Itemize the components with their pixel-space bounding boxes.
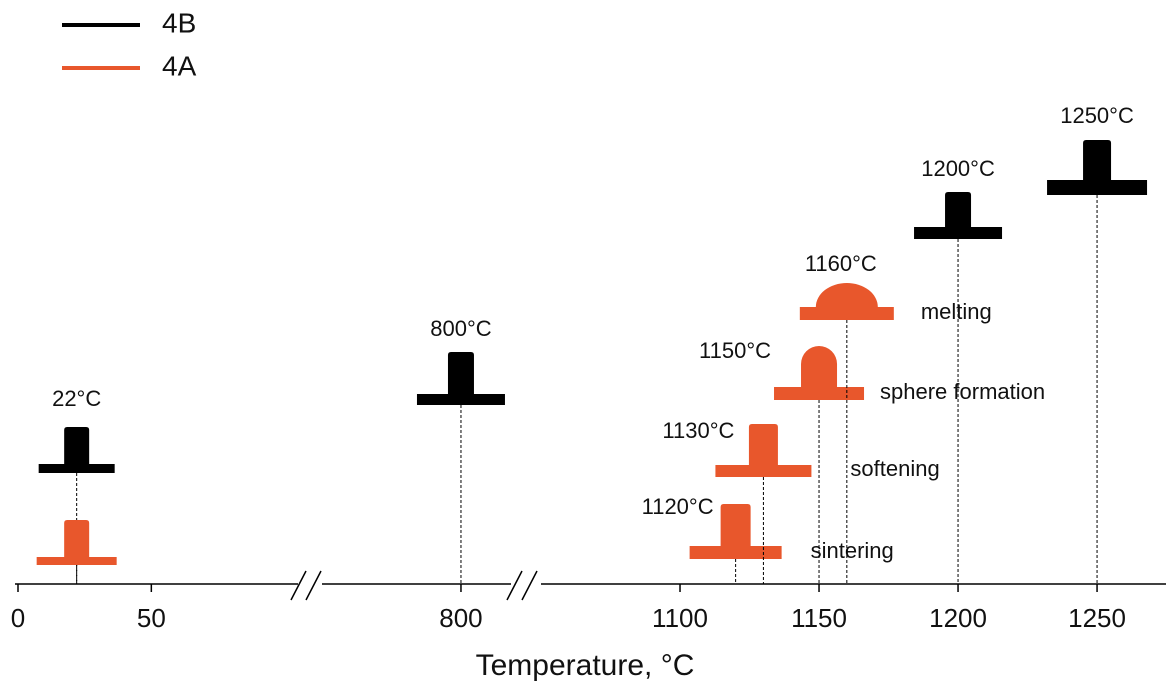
- sample-profile: [774, 346, 864, 400]
- legend-label: 4A: [162, 50, 197, 81]
- x-tick-label: 50: [137, 603, 166, 633]
- x-tick-label: 1200: [929, 603, 987, 633]
- stage-label: sphere formation: [880, 379, 1045, 404]
- sample-profile: [39, 427, 115, 473]
- temperature-label: 1120°C: [642, 494, 714, 519]
- x-axis-title: Temperature, °C: [476, 649, 695, 682]
- sample-profile: [914, 192, 1002, 239]
- stage-label: softening: [850, 456, 939, 481]
- break-mark: [291, 571, 306, 600]
- axis-break: [291, 571, 537, 600]
- temperature-label: 1130°C: [662, 418, 734, 443]
- temperature-label: 1160°C: [805, 251, 877, 276]
- x-tick-label: 0: [11, 603, 25, 633]
- temperature-label: 1150°C: [699, 338, 771, 363]
- x-tick-label: 1100: [652, 603, 708, 633]
- stage-label: sintering: [811, 538, 894, 563]
- legend-label: 4B: [162, 7, 196, 38]
- x-tick-label: 800: [439, 603, 482, 633]
- chart: Temperature, °C 0 50 800 1100 1150 1200 1250 4B…: [0, 0, 1166, 686]
- temperature-label: 22°C: [52, 386, 101, 411]
- break-mark: [507, 571, 522, 600]
- break-mark: [306, 571, 321, 600]
- sample-profile: [37, 520, 117, 565]
- x-tick-label: 1250: [1068, 603, 1126, 633]
- temperature-label: 800°C: [430, 316, 492, 341]
- temperature-label: 1250°C: [1060, 103, 1134, 128]
- sample-profile: [800, 283, 894, 320]
- sample-profile: [1047, 140, 1147, 195]
- x-tick-label: 1150: [791, 603, 847, 633]
- sample-profile: [417, 352, 505, 405]
- stage-label: melting: [921, 299, 992, 324]
- break-mark: [522, 571, 537, 600]
- temperature-label: 1200°C: [921, 156, 995, 181]
